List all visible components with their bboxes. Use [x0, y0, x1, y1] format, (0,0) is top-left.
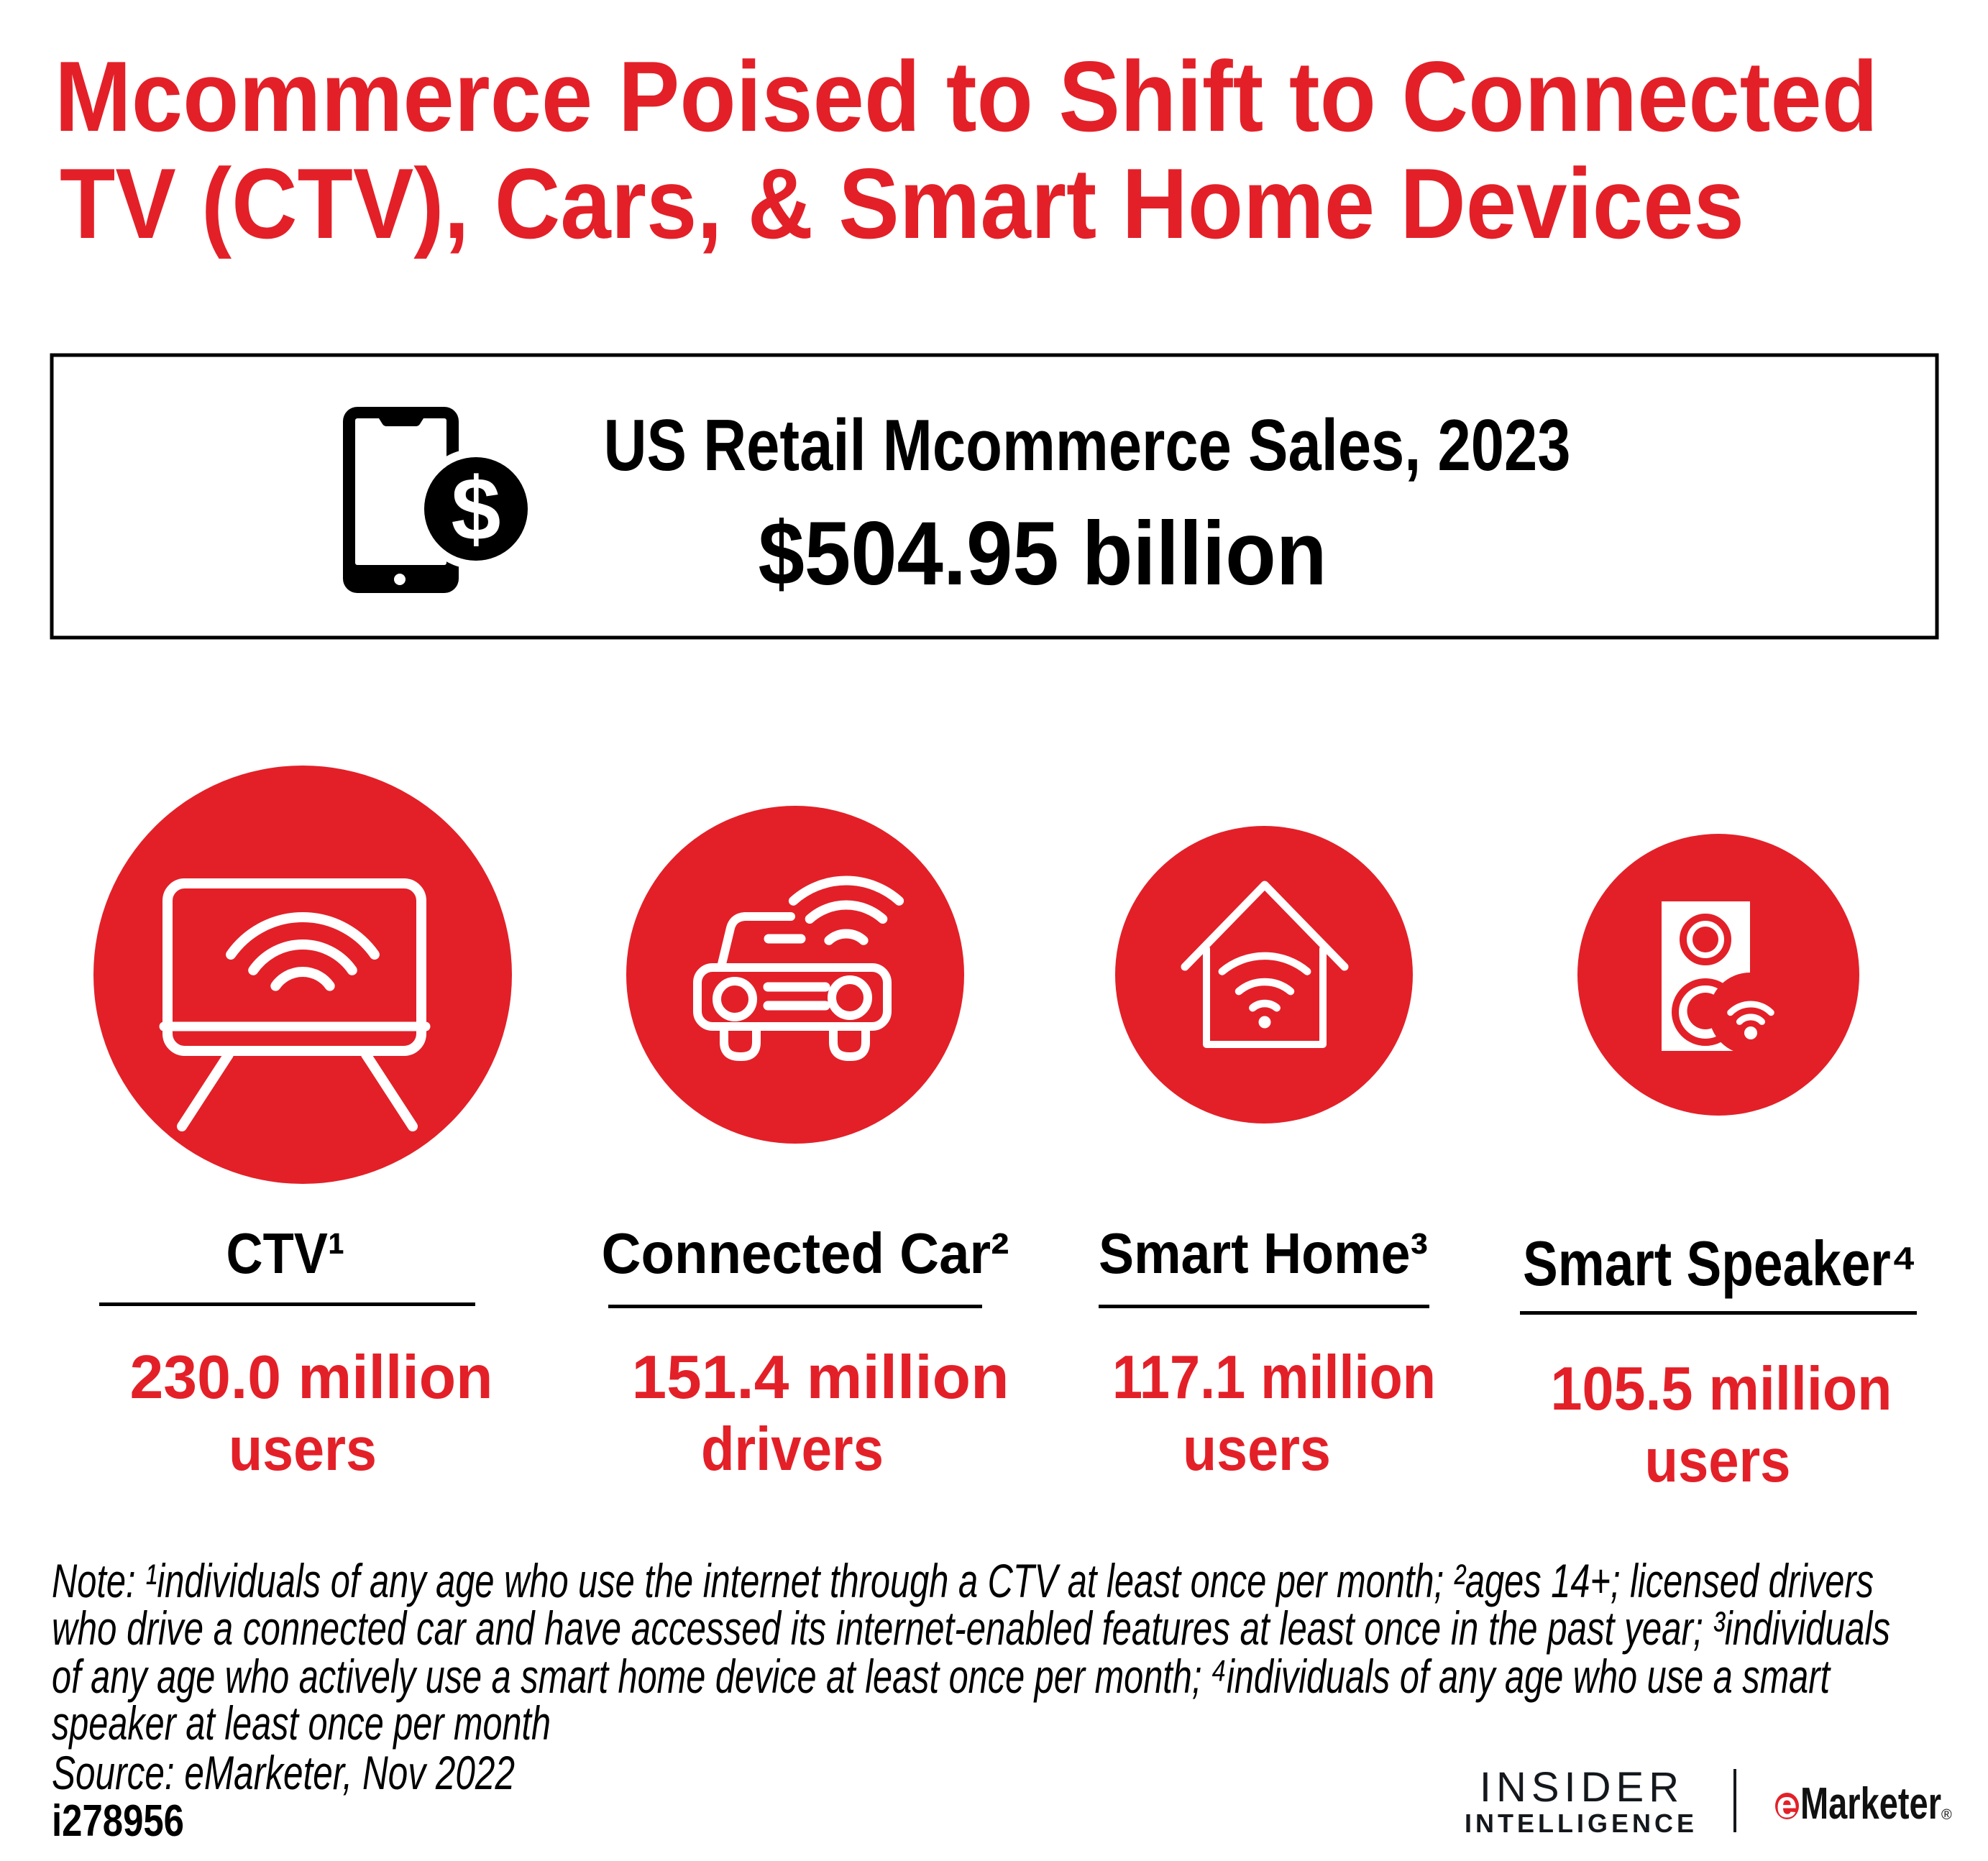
- svg-text:®: ®: [1941, 1807, 1952, 1823]
- svg-text:Connected Car²: Connected Car²: [602, 1221, 1009, 1285]
- svg-text:Smart Home³: Smart Home³: [1099, 1221, 1428, 1285]
- svg-text:users: users: [1645, 1427, 1791, 1495]
- svg-text:151.4 million: 151.4 million: [632, 1343, 1009, 1412]
- svg-text:INSIDER: INSIDER: [1480, 1764, 1684, 1811]
- svg-text:Marketer: Marketer: [1800, 1779, 1941, 1829]
- svg-text:117.1 million: 117.1 million: [1112, 1343, 1436, 1412]
- svg-text:US Retail Mcommerce Sales, 202: US Retail Mcommerce Sales, 2023: [604, 405, 1571, 486]
- svg-text:230.0 million: 230.0 million: [130, 1343, 493, 1412]
- svg-text:105.5 million: 105.5 million: [1551, 1355, 1892, 1423]
- svg-text:$504.95 billion: $504.95 billion: [759, 504, 1327, 604]
- svg-text:speaker at least once per mont: speaker at least once per month: [52, 1696, 551, 1750]
- svg-text:drivers: drivers: [701, 1415, 884, 1484]
- svg-text:CTV¹: CTV¹: [226, 1221, 345, 1285]
- svg-text:TV (CTV), Cars, & Smart Home D: TV (CTV), Cars, & Smart Home Devices: [60, 148, 1744, 259]
- svg-text:of any age who actively use a: of any age who actively use a smart home…: [52, 1650, 1831, 1703]
- svg-text:users: users: [1183, 1415, 1331, 1484]
- svg-text:Note: ¹individuals of any age: Note: ¹individuals of any age who use th…: [52, 1554, 1874, 1607]
- svg-text:e: e: [1777, 1784, 1797, 1826]
- svg-text:who drive a connected car and: who drive a connected car and have acces…: [52, 1602, 1890, 1655]
- svg-text:Source: eMarketer, Nov 2022: Source: eMarketer, Nov 2022: [52, 1746, 515, 1799]
- svg-text:INTELLIGENCE: INTELLIGENCE: [1465, 1809, 1698, 1838]
- svg-text:i278956: i278956: [52, 1796, 184, 1846]
- svg-text:users: users: [229, 1415, 377, 1484]
- svg-text:$: $: [452, 460, 501, 559]
- svg-text:Mcommerce Poised to Shift to C: Mcommerce Poised to Shift to Connected: [55, 41, 1878, 152]
- svg-text:Smart Speaker⁴: Smart Speaker⁴: [1523, 1228, 1917, 1299]
